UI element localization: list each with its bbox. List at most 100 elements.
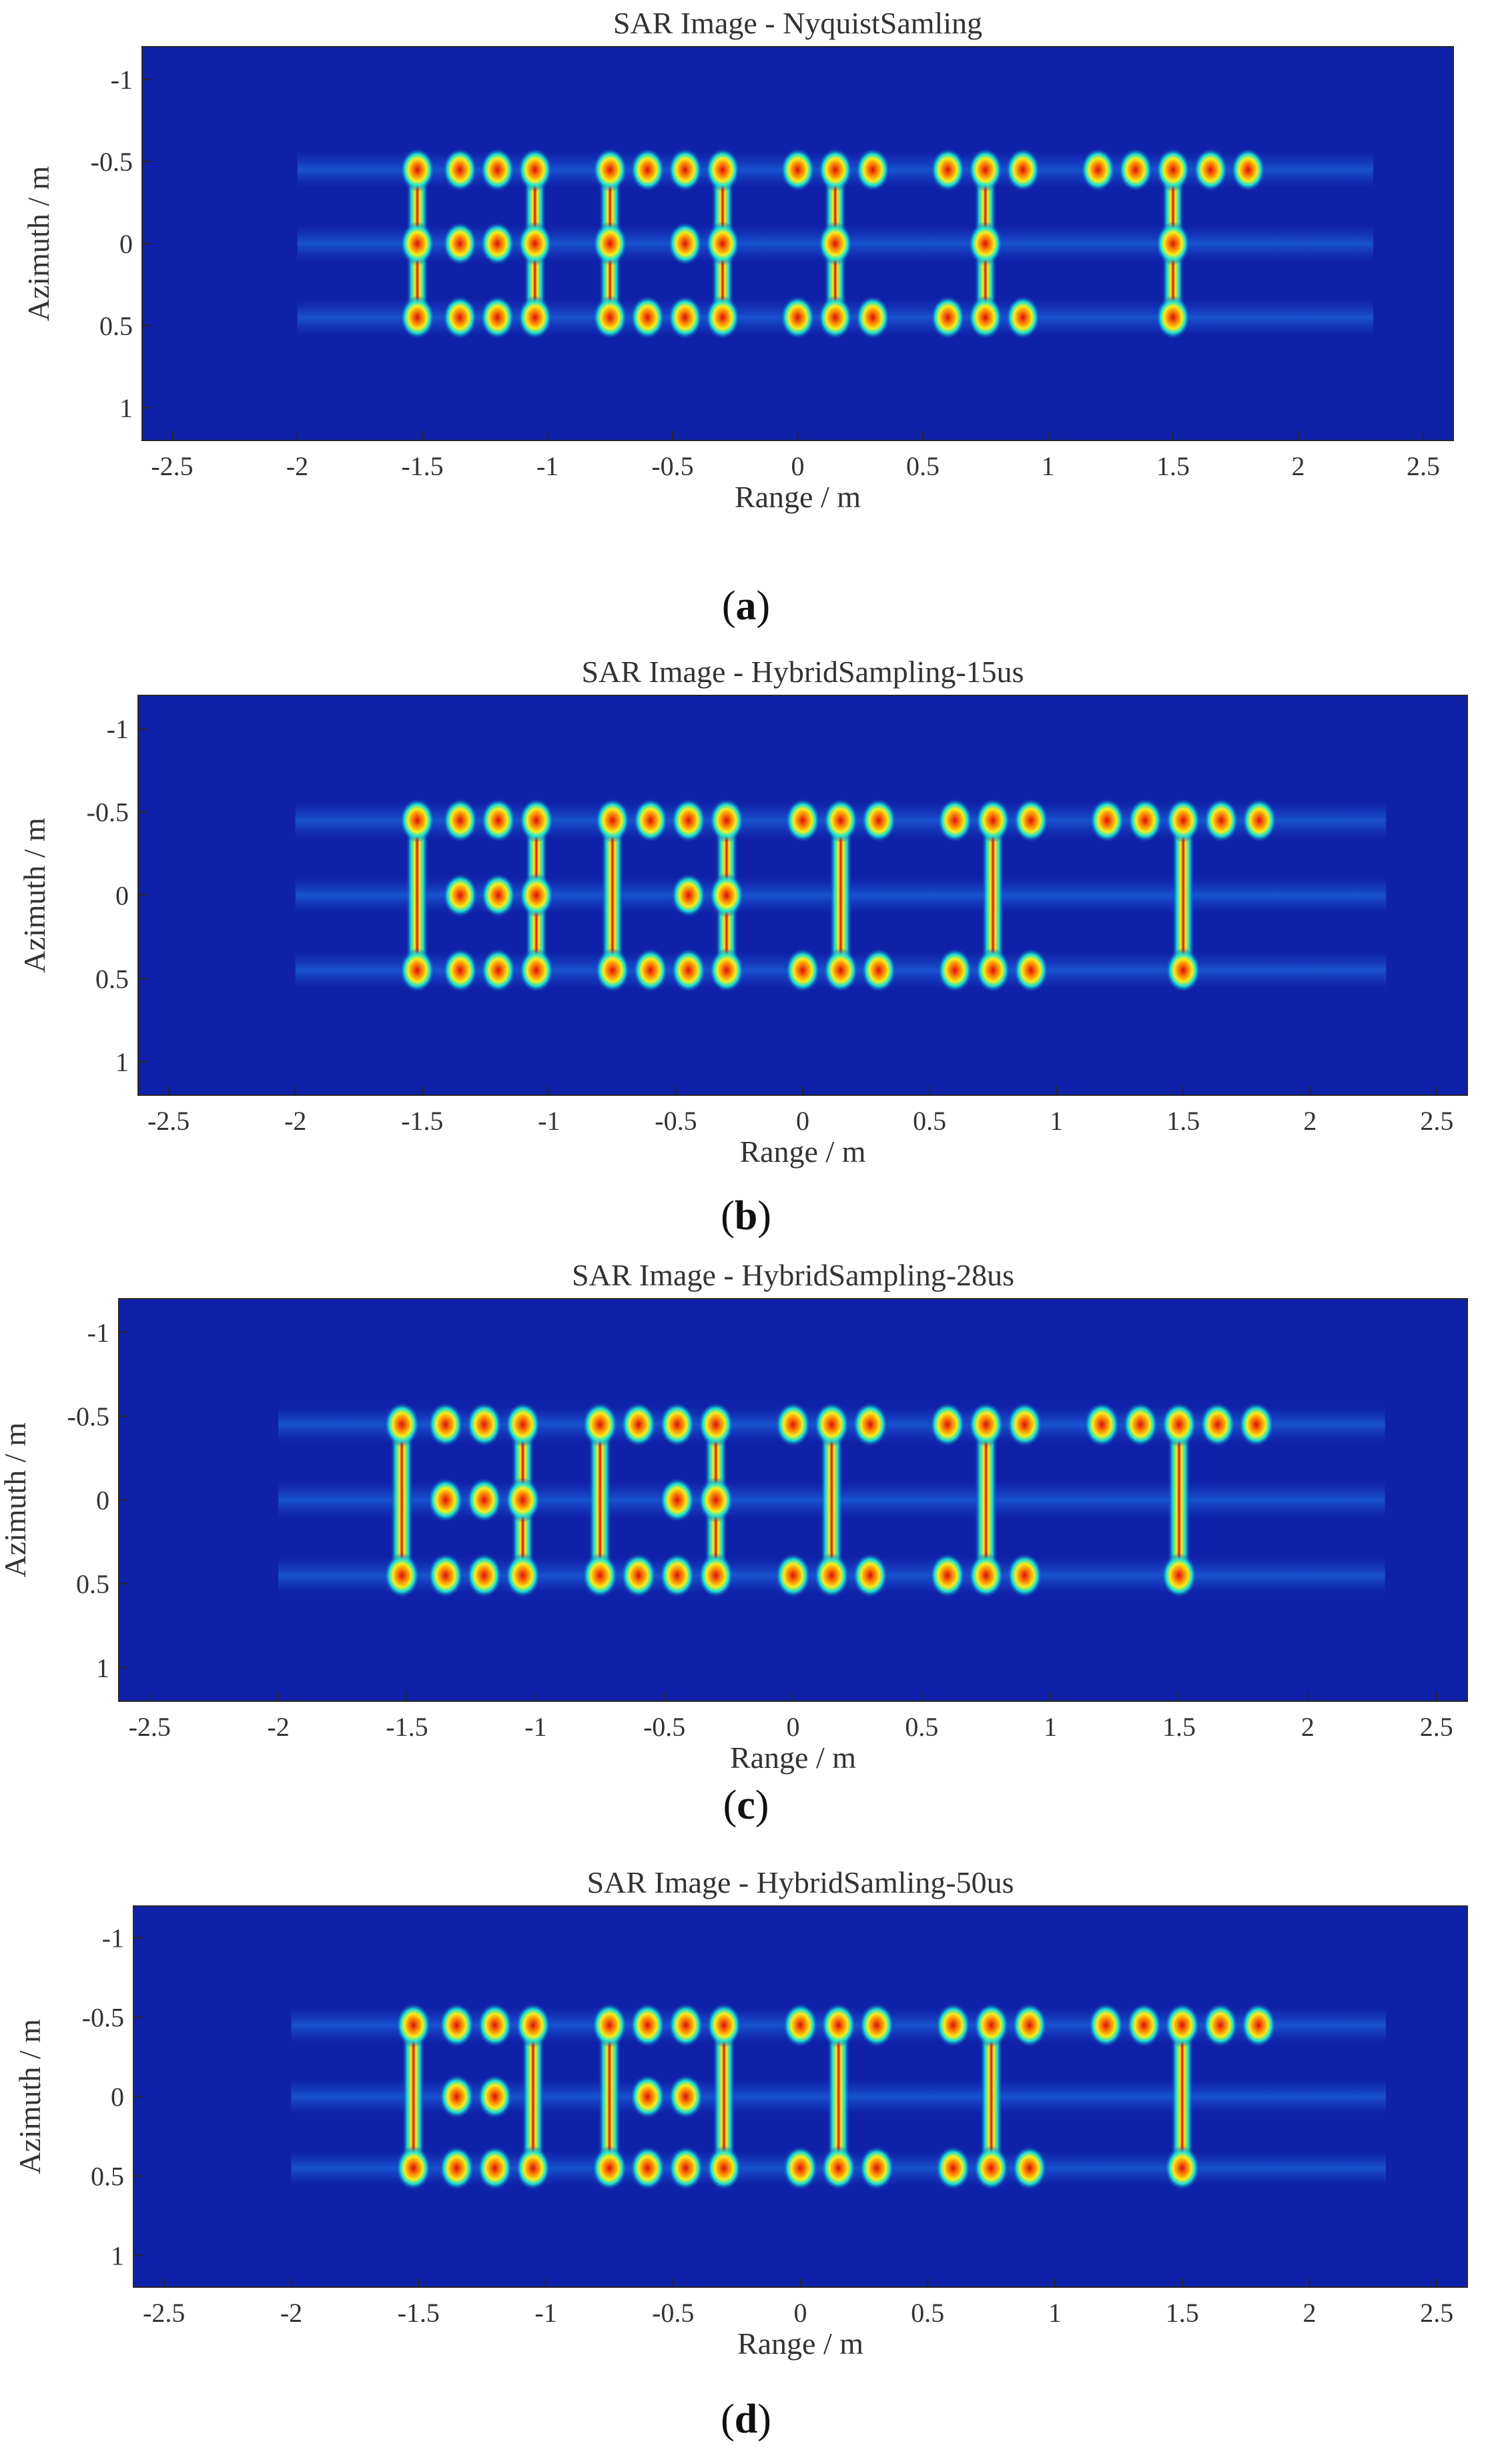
- chart-title: SAR Image - NyquistSamling: [613, 6, 982, 40]
- target-point: [629, 2146, 666, 2190]
- target-point: [1240, 2003, 1276, 2048]
- stroke-mark: [974, 1415, 998, 1585]
- x-tick-label: -0.5: [643, 1712, 685, 1742]
- target-point: [775, 1552, 811, 1598]
- target-point: [817, 147, 853, 192]
- y-tick-label: -1: [87, 1317, 109, 1347]
- x-tick-label: 2: [1302, 2298, 1316, 2328]
- target-point: [706, 2146, 742, 2190]
- target-point: [477, 2003, 513, 2048]
- stroke-mark: [402, 2016, 425, 2178]
- target-point: [1013, 948, 1049, 993]
- x-tick-label: -1.5: [401, 1106, 443, 1136]
- target-point: [480, 948, 516, 993]
- caption-c: (c): [723, 1783, 769, 1828]
- target-point: [937, 948, 973, 993]
- stroke-mark: [390, 1415, 414, 1585]
- target-point: [518, 798, 554, 843]
- y-tick-label: 1: [111, 2240, 124, 2270]
- x-tick-label: 0: [787, 1712, 800, 1742]
- target-point: [633, 798, 669, 843]
- target-point: [399, 798, 435, 843]
- target-point: [1089, 798, 1125, 843]
- y-tick-label: 0: [115, 881, 129, 911]
- y-axis-label: Azimuth / m: [17, 818, 51, 973]
- stroke-mark: [982, 811, 1005, 980]
- stroke-mark: [819, 1415, 843, 1585]
- target-point: [935, 2146, 972, 2190]
- target-point: [817, 222, 853, 266]
- y-tick-label: 1: [96, 1653, 109, 1683]
- target-point: [504, 1552, 541, 1598]
- target-point: [937, 798, 973, 843]
- image-layer: [291, 2003, 1386, 2190]
- y-tick-label: -1: [102, 1923, 124, 1953]
- x-tick-label: 1: [1042, 451, 1055, 481]
- target-point: [929, 1552, 966, 1598]
- x-tick-label: -0.5: [652, 2298, 694, 2328]
- stroke-mark: [598, 2016, 621, 2178]
- target-point: [782, 2003, 819, 2048]
- y-axis-label: Azimuth / m: [21, 166, 55, 322]
- x-tick-label: -2: [267, 1712, 289, 1742]
- target-point: [630, 295, 665, 340]
- x-tick-label: -2.5: [147, 1106, 190, 1136]
- target-point: [504, 1477, 541, 1523]
- target-point: [591, 2146, 628, 2190]
- x-tick-label: -0.5: [655, 1106, 697, 1136]
- target-point: [515, 2003, 551, 2048]
- target-point: [1203, 798, 1239, 843]
- y-tick-label: -1: [111, 65, 133, 95]
- target-point: [442, 147, 478, 192]
- y-tick-label: 0.5: [99, 311, 133, 341]
- y-tick-label: 0.5: [91, 2161, 124, 2191]
- target-point: [821, 2146, 857, 2190]
- stroke-mark: [588, 1415, 612, 1585]
- panel-d: -2.5 -2 -1.5 -1 -0.5 0 0.5 1 1.5 2 2.5 -1 -0.5 0 0.5 1 S…: [0, 1842, 1492, 2464]
- stroke-mark: [601, 811, 624, 980]
- target-point: [785, 948, 821, 993]
- caption-a: (a): [721, 583, 771, 629]
- y-tick-label: 0.5: [95, 964, 129, 994]
- target-point: [659, 1477, 695, 1523]
- target-point: [968, 1402, 1004, 1448]
- target-point: [1155, 222, 1191, 266]
- target-point: [395, 2003, 432, 2048]
- target-point: [697, 1402, 734, 1448]
- target-point: [968, 295, 1003, 340]
- target-point: [1155, 147, 1191, 192]
- x-tick-label: -2: [280, 2298, 302, 2328]
- y-tick-label: 1: [119, 393, 133, 423]
- target-point: [929, 1402, 966, 1448]
- target-point: [668, 2003, 704, 2048]
- target-point: [705, 222, 741, 266]
- target-point: [582, 1402, 619, 1448]
- x-tick-label: 0: [796, 1106, 809, 1136]
- stroke-mark: [1170, 2016, 1194, 2178]
- x-tick-label: 0.5: [905, 1712, 938, 1742]
- target-point: [1127, 798, 1163, 843]
- x-axis-label: Range / m: [735, 480, 861, 514]
- target-point: [466, 1477, 502, 1523]
- target-point: [668, 2074, 704, 2119]
- target-point: [629, 2074, 666, 2119]
- target-point: [1080, 147, 1116, 192]
- y-tick-label: -0.5: [82, 2003, 124, 2033]
- image-layer: [295, 798, 1387, 993]
- x-tick-label: -1.5: [401, 451, 443, 481]
- target-point: [517, 222, 552, 266]
- x-tick-label: 1.5: [1166, 2298, 1199, 2328]
- x-tick-label: 1.5: [1162, 1712, 1196, 1742]
- target-point: [930, 295, 966, 340]
- target-point: [709, 873, 745, 918]
- target-point: [659, 1552, 695, 1598]
- y-tick-label: 0: [96, 1486, 109, 1516]
- panel-b: -2.5 -2 -1.5 -1 -0.5 0 0.5 1 1.5 2 2.5 -1 -0.5 0 0.5 1 S…: [0, 655, 1492, 1255]
- target-point: [968, 1552, 1004, 1598]
- target-point: [442, 873, 478, 918]
- x-axis-label: Range / m: [730, 1741, 856, 1775]
- target-point: [518, 873, 554, 918]
- y-axis-label: Azimuth / m: [0, 1422, 32, 1578]
- x-tick-label: 0: [794, 2298, 807, 2328]
- target-point: [817, 295, 853, 340]
